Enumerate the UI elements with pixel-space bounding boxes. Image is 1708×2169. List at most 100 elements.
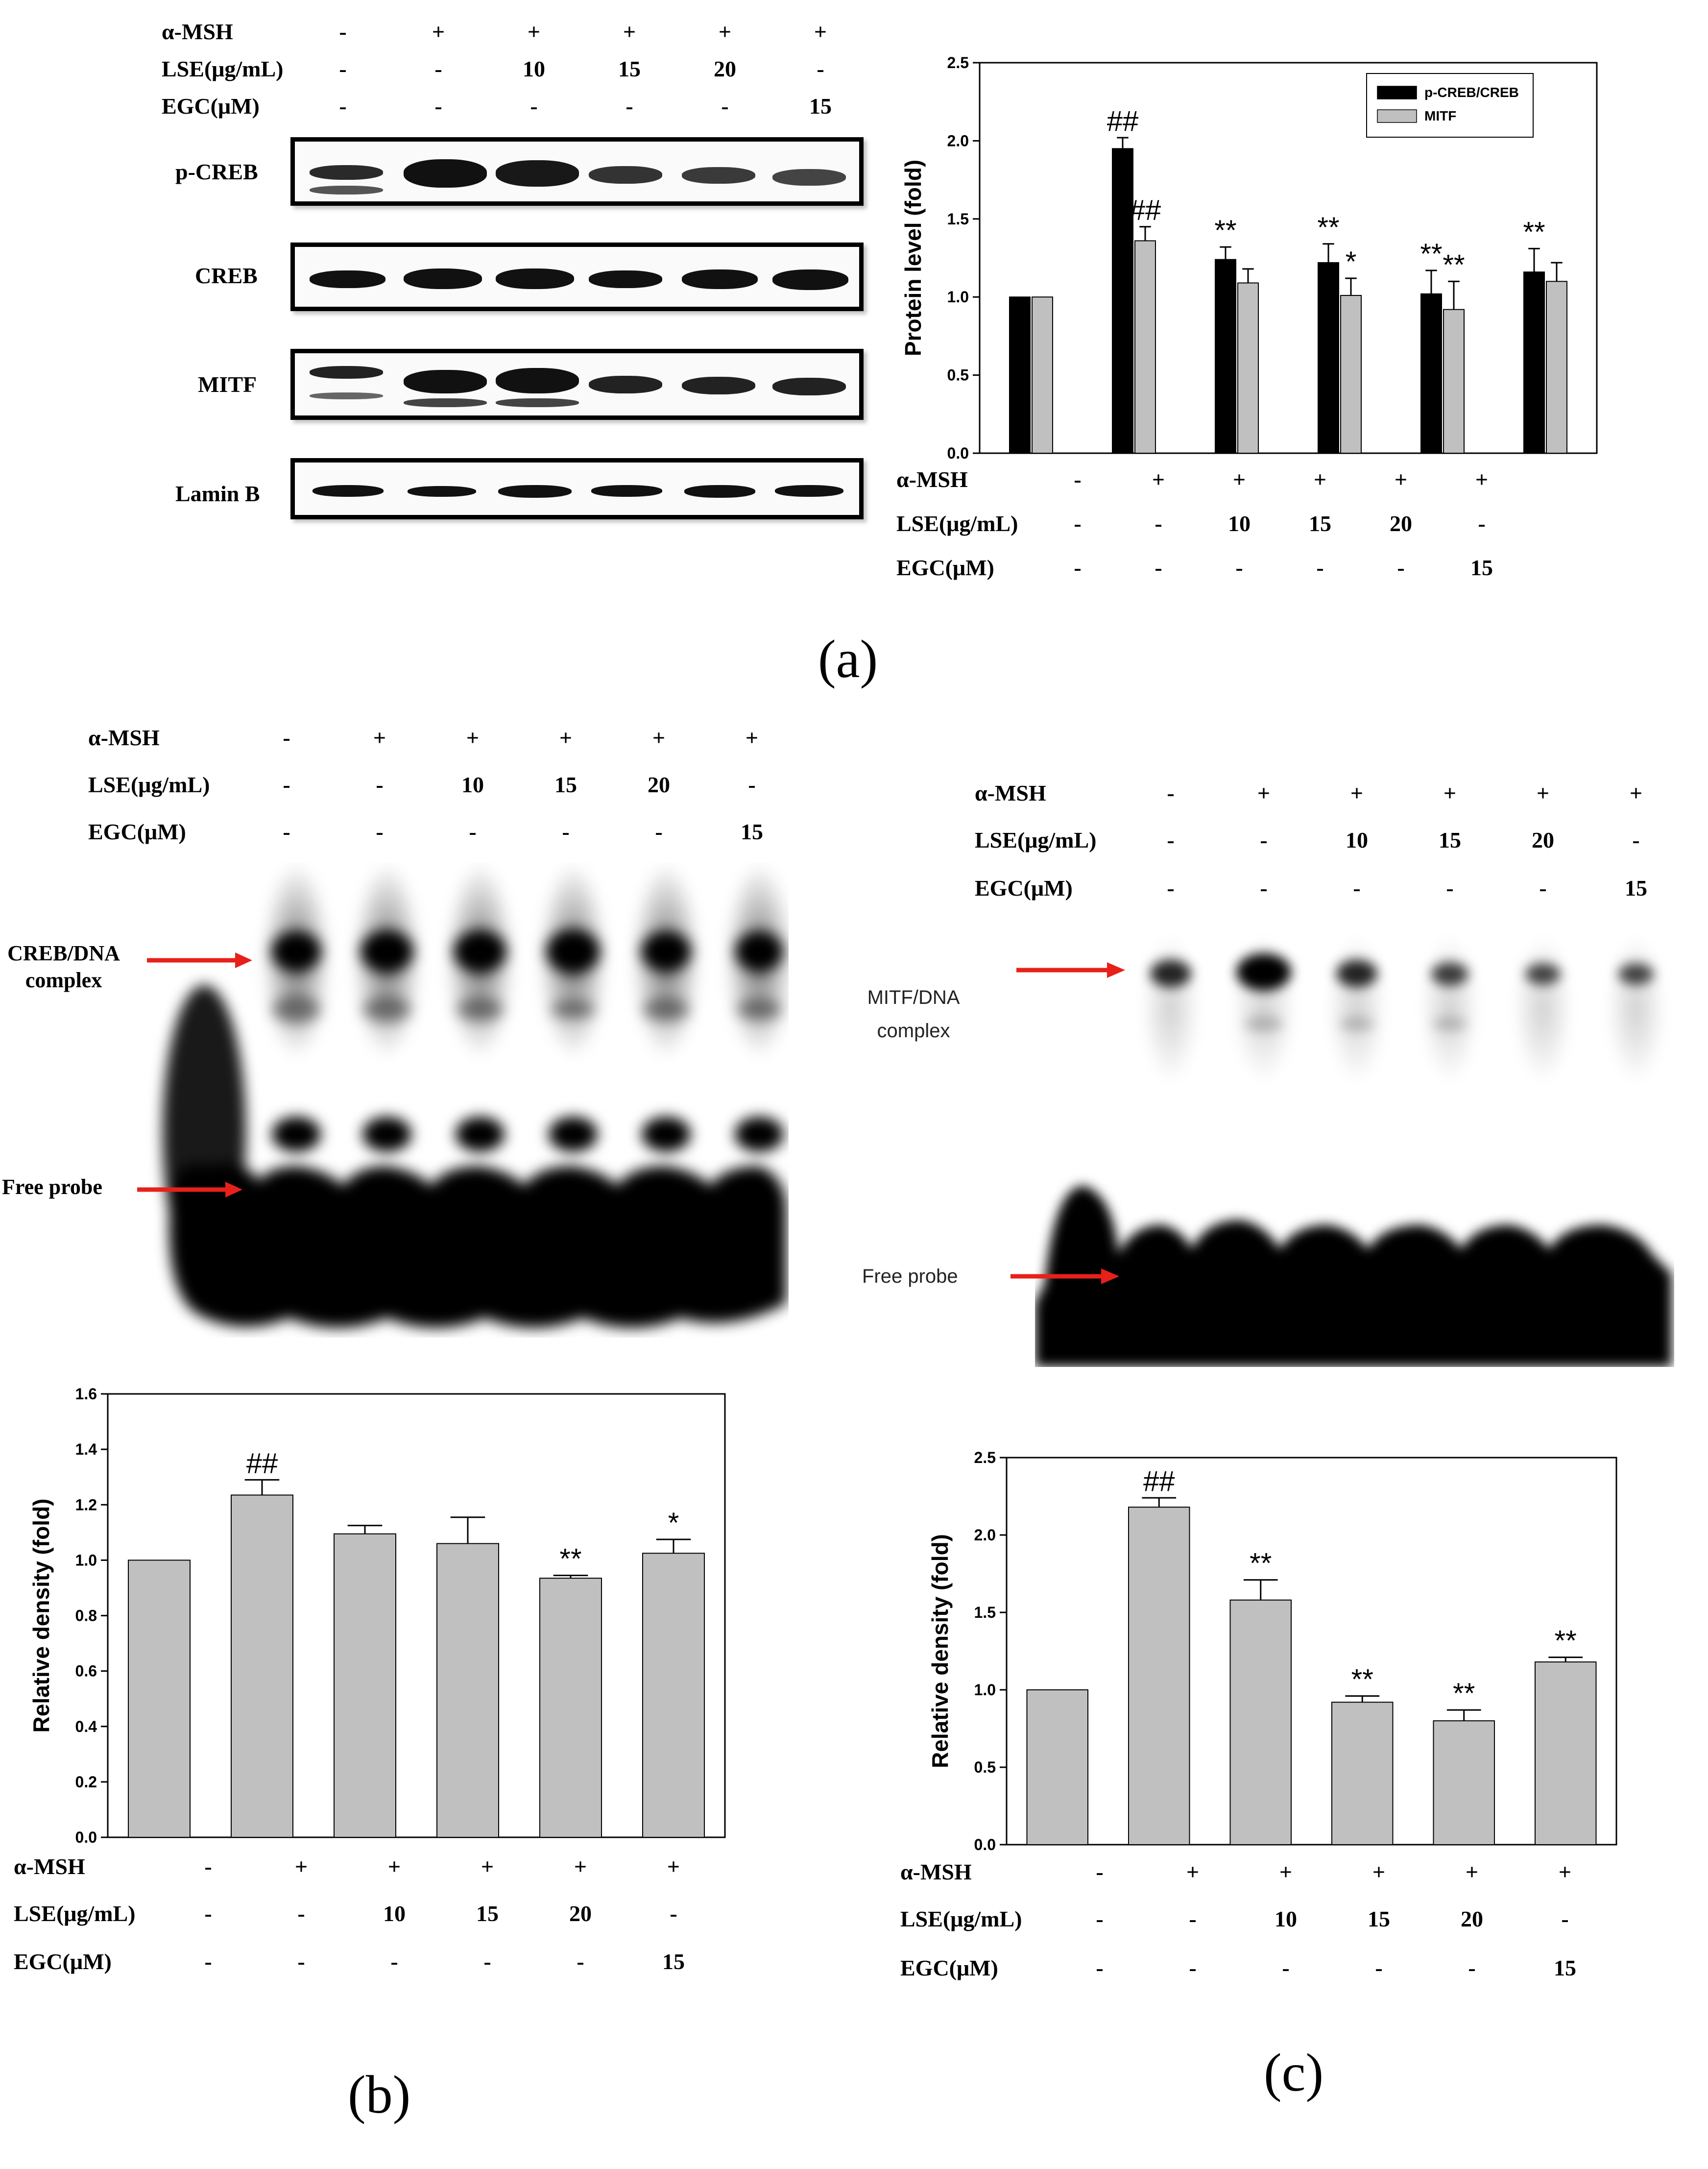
- gel-c-free-label: Free probe: [862, 1266, 958, 1287]
- cond-label-msh: α-MSH: [88, 725, 160, 750]
- condition-value: -: [297, 1901, 305, 1926]
- condition-value: -: [721, 94, 729, 119]
- significance-mark: **: [1214, 215, 1236, 246]
- condition-value: 15: [554, 772, 577, 797]
- condition-value: -: [339, 94, 347, 119]
- condition-value: -: [1074, 467, 1082, 492]
- condition-value: -: [1478, 511, 1486, 536]
- condition-value: 15: [1554, 1955, 1576, 1980]
- condition-value: -: [1353, 876, 1361, 901]
- bar: [1134, 240, 1156, 454]
- condition-value: +: [1350, 780, 1364, 805]
- bar: [231, 1494, 293, 1838]
- condition-value: -: [339, 19, 347, 44]
- y-tick-label: 0.5: [974, 1758, 996, 1776]
- y-tick-label: 0.4: [75, 1718, 97, 1735]
- significance-mark: ##: [1143, 1465, 1175, 1497]
- western-label-mitf: MITF: [198, 372, 257, 397]
- significance-mark: **: [1523, 216, 1545, 248]
- condition-value: +: [745, 725, 759, 750]
- condition-value: -: [1096, 1955, 1104, 1980]
- panel-letter-c: (c): [1264, 2043, 1324, 2102]
- y-tick-label: 0.2: [75, 1773, 97, 1791]
- condition-value: +: [1279, 1859, 1293, 1884]
- condition-value: +: [1372, 1859, 1386, 1884]
- y-tick-label: 0.0: [947, 444, 969, 462]
- panel-letter-a: (a): [818, 629, 878, 689]
- condition-value: -: [562, 819, 570, 844]
- condition-value: -: [1074, 511, 1082, 536]
- condition-value: 15: [1439, 828, 1461, 853]
- condition-value: -: [390, 1949, 398, 1974]
- condition-value: -: [625, 94, 633, 119]
- y-tick-label: 1.2: [75, 1496, 97, 1513]
- y-axis-label: Protein level (fold): [900, 160, 926, 356]
- y-tick-label: 0.5: [947, 366, 969, 384]
- bar: [1009, 296, 1031, 454]
- condition-value: 15: [809, 94, 832, 119]
- cond-label-msh: α-MSH: [896, 467, 968, 492]
- condition-value: 20: [1390, 511, 1412, 536]
- bar: [1523, 271, 1545, 454]
- condition-value: -: [297, 1949, 305, 1974]
- bar: [128, 1560, 191, 1838]
- condition-value: -: [1282, 1955, 1290, 1980]
- condition-value: -: [283, 725, 290, 750]
- bar: [1546, 281, 1567, 454]
- cond-label-egc: EGC(μM): [162, 94, 260, 119]
- condition-value: +: [387, 1854, 401, 1879]
- condition-value: -: [1235, 555, 1243, 580]
- condition-value: -: [1260, 876, 1268, 901]
- bar: [1331, 1702, 1394, 1846]
- panel-a-conditions-top: α-MSH LSE(μg/mL) EGC(μM) - + + + + + - - 10 15 20 -…: [0, 0, 882, 127]
- condition-value: -: [283, 772, 290, 797]
- cond-label-lse: LSE(μg/mL): [88, 772, 210, 797]
- cond-label-msh: α-MSH: [14, 1854, 85, 1879]
- bar: [1420, 293, 1442, 454]
- bar: [1237, 282, 1259, 454]
- condition-value: +: [1313, 467, 1327, 492]
- bar: [1229, 1599, 1292, 1845]
- gel-c-complex-arrow: [1016, 962, 1125, 978]
- condition-value: -: [434, 94, 442, 119]
- legend-label: MITF: [1424, 108, 1456, 123]
- condition-value: -: [1260, 828, 1268, 853]
- cond-label-egc: EGC(μM): [88, 819, 186, 844]
- condition-value: -: [376, 819, 384, 844]
- bar: [642, 1553, 705, 1838]
- blot-creb: [290, 243, 864, 311]
- condition-value: 20: [648, 772, 670, 797]
- condition-value: +: [1629, 780, 1643, 805]
- condition-value: -: [283, 819, 290, 844]
- cond-label-egc: EGC(μM): [900, 1955, 998, 1980]
- condition-value: -: [1561, 1906, 1569, 1931]
- condition-value: 15: [741, 819, 763, 844]
- bar: [1443, 309, 1465, 454]
- significance-mark: **: [1453, 1678, 1475, 1709]
- condition-value: +: [574, 1854, 587, 1879]
- bar: [1112, 148, 1133, 454]
- condition-value: -: [204, 1854, 212, 1879]
- blot-mitf: [290, 349, 864, 420]
- cond-label-egc: EGC(μM): [14, 1949, 112, 1974]
- condition-value: 15: [1309, 511, 1331, 536]
- condition-value: +: [814, 19, 827, 44]
- condition-value: -: [1096, 1906, 1104, 1931]
- condition-value: -: [483, 1949, 491, 1974]
- gel-b-free-label: Free probe: [2, 1175, 102, 1199]
- condition-value: -: [655, 819, 663, 844]
- significance-mark: **: [1250, 1548, 1272, 1580]
- condition-value: +: [481, 1854, 494, 1879]
- blot-pcreb: [290, 137, 864, 206]
- condition-value: 15: [662, 1949, 685, 1974]
- gel-c-complex-label: MITF/DNA complex: [867, 987, 960, 1042]
- panel-c-conditions: α-MSH LSE(μg/mL) EGC(μM) - + + + + + - - 10 15 20 -…: [0, 779, 1708, 906]
- cond-label-lse: LSE(μg/mL): [162, 56, 284, 81]
- y-tick-label: 1.0: [75, 1551, 97, 1569]
- cond-label-egc: EGC(μM): [975, 876, 1073, 901]
- condition-value: +: [1443, 780, 1457, 805]
- condition-value: +: [667, 1854, 680, 1879]
- gel-c-free-arrow: [1010, 1268, 1119, 1284]
- condition-value: 10: [1275, 1906, 1297, 1931]
